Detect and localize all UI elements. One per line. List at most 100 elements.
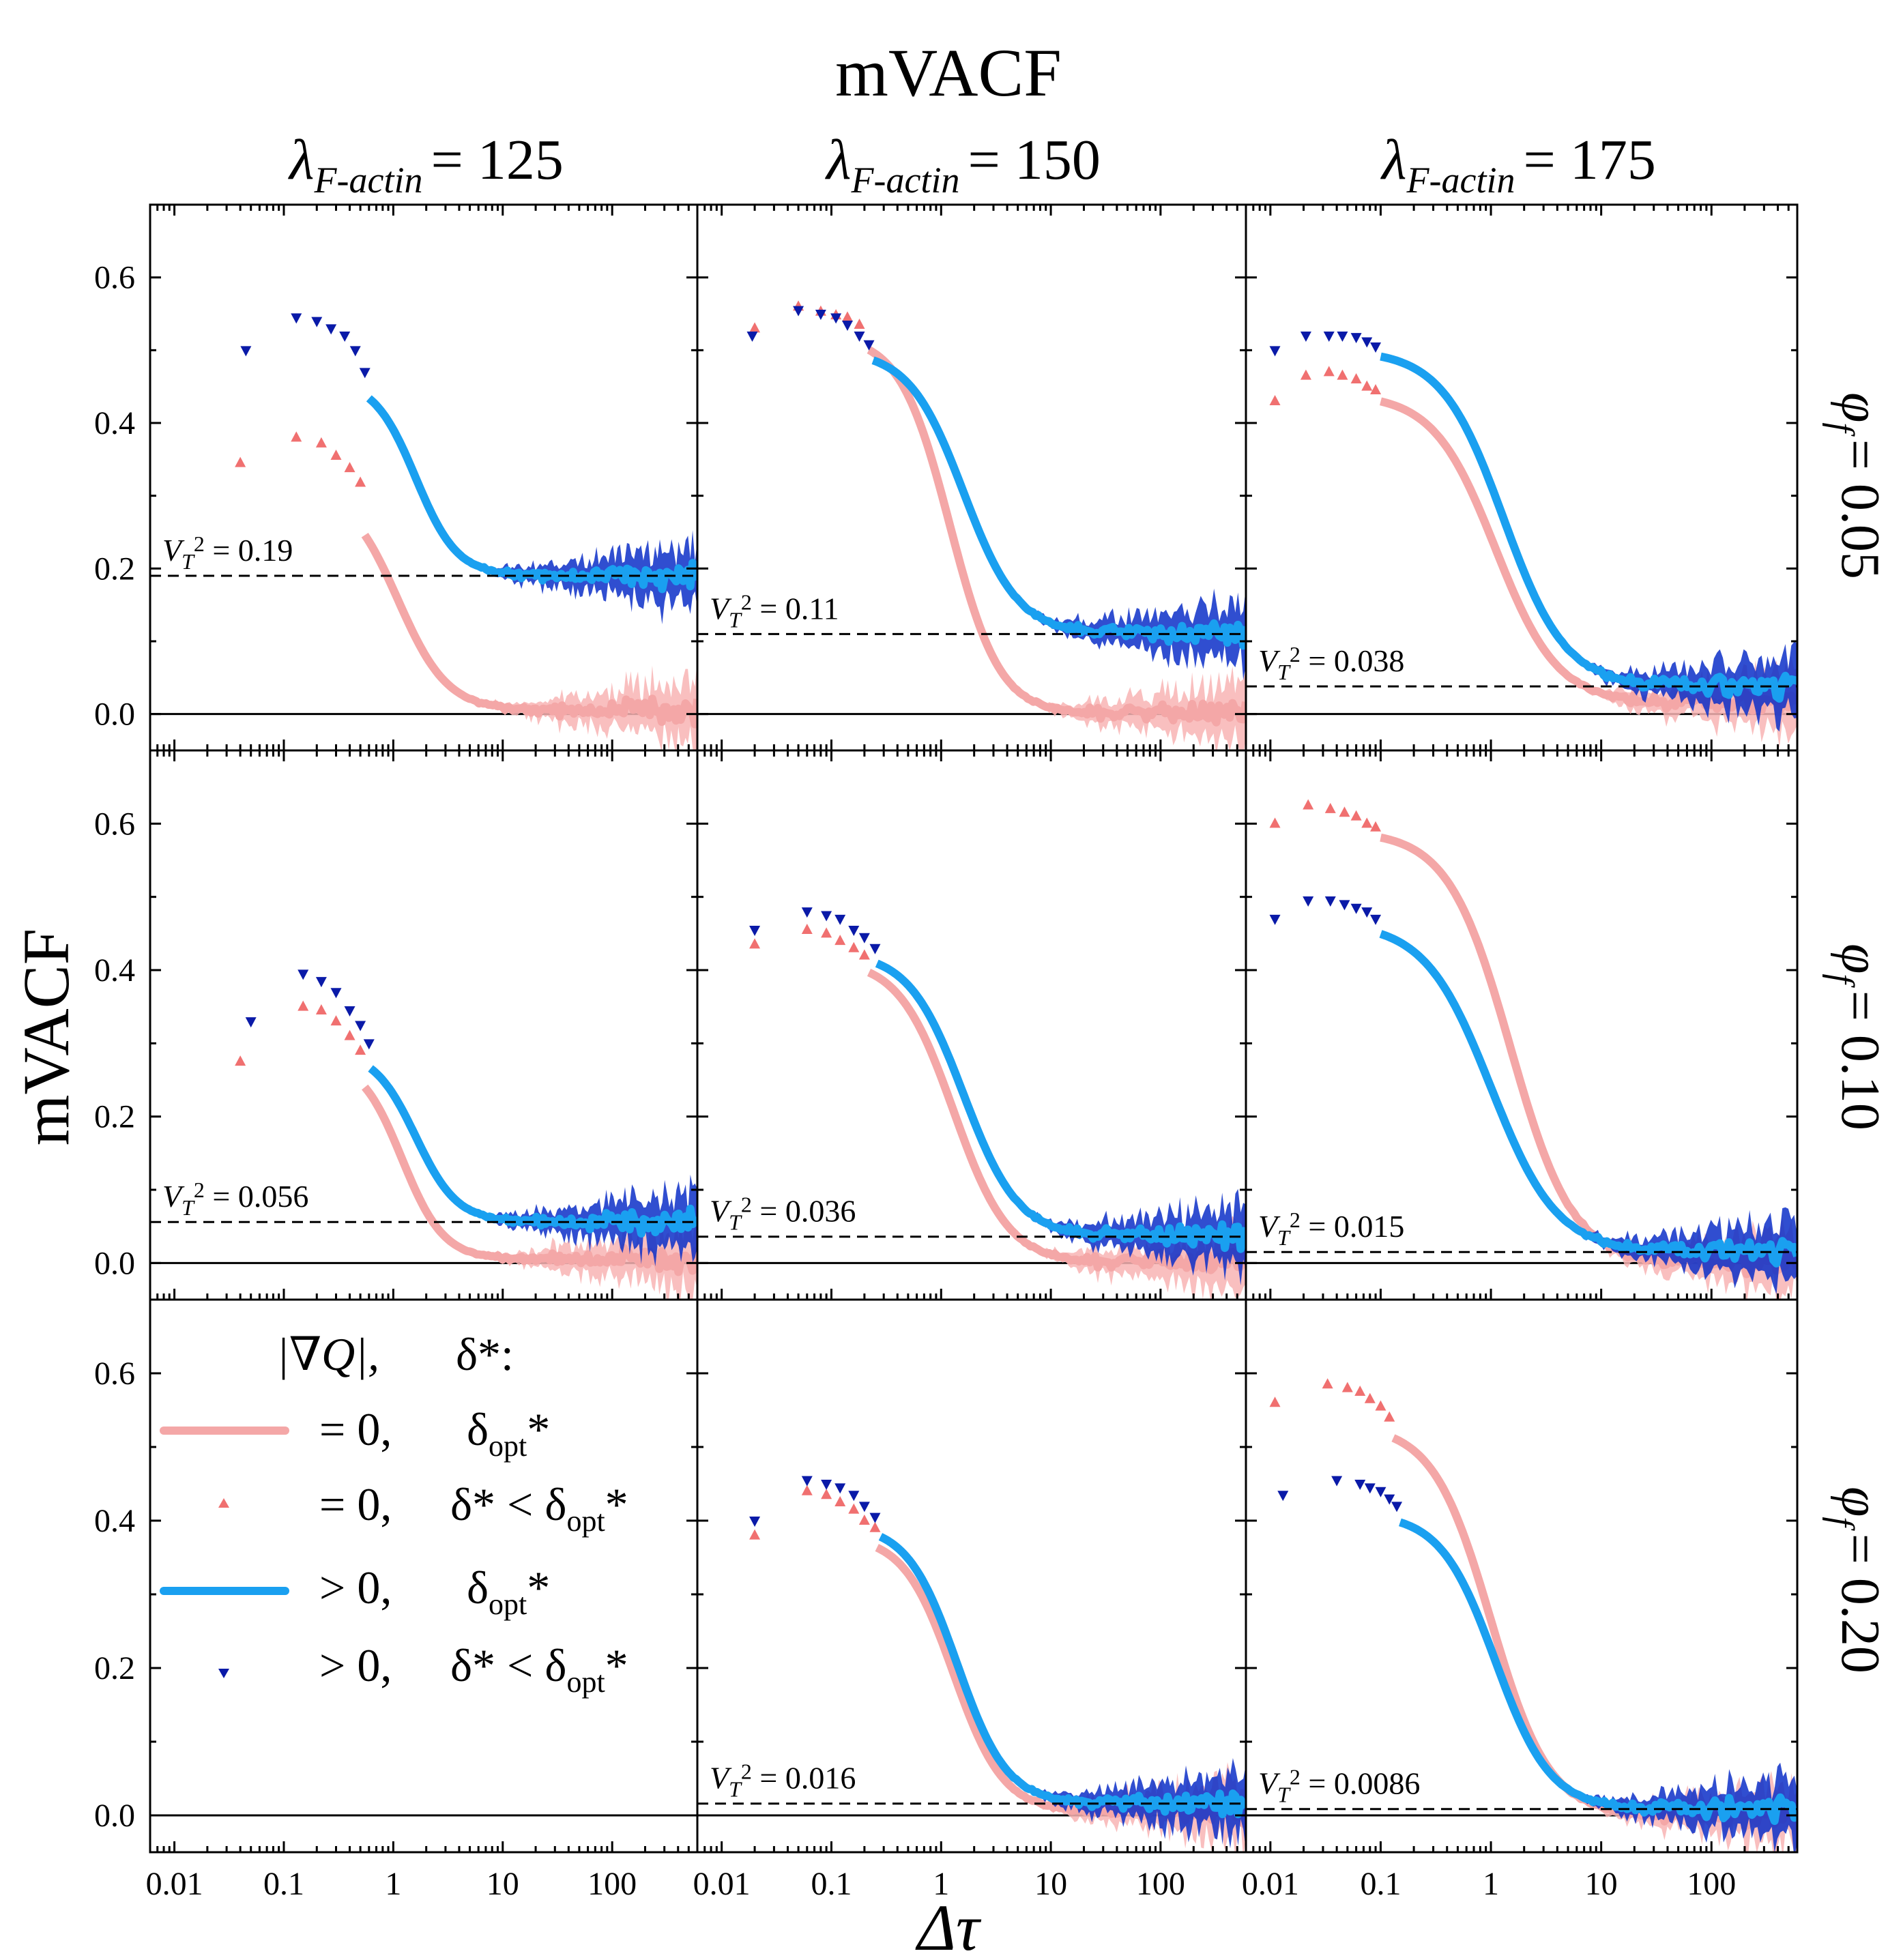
blue-marker [1364, 1483, 1376, 1494]
blue-marker [821, 1480, 832, 1490]
blue-marker [1361, 907, 1373, 918]
pink-marker [841, 311, 853, 322]
blue-marker [291, 313, 302, 324]
blue-series-line [366, 395, 697, 594]
pink-marker [315, 1004, 327, 1015]
blue-marker [801, 907, 813, 918]
blue-marker [1391, 1502, 1403, 1512]
blue-marker [311, 317, 323, 327]
pink-marker [1370, 821, 1382, 832]
pink-marker [801, 923, 813, 934]
vt2-label: VT2 = 0.038 [1258, 642, 1404, 684]
panel-frame [149, 1298, 699, 1854]
blue-marker [1269, 914, 1281, 925]
panel-r2-c2: VT2 = 0.036 [696, 749, 1247, 1301]
svg-text:λF-actin= 150: λF-actin = 150 [824, 128, 1101, 201]
blue-marker [240, 346, 252, 357]
blue-marker [746, 332, 758, 342]
blue-marker [858, 1502, 870, 1512]
pink-marker [1350, 373, 1362, 383]
pink-marker [235, 456, 246, 467]
x-tick-label: 1 [385, 1866, 401, 1902]
blue-marker [1384, 1494, 1395, 1505]
blue-marker [858, 933, 870, 944]
legend-header-gradq: |∇Q|, [276, 1328, 379, 1380]
pink-marker [1350, 810, 1362, 821]
panel-plot-area [697, 1476, 1246, 1852]
x-tick-label: 0.01 [693, 1866, 751, 1902]
blue-marker [869, 1512, 881, 1523]
row-label-2: φf= 0.10 [1822, 944, 1888, 1130]
pink-series-line [1379, 833, 1797, 1278]
panel-r2-c1: VT2 = 0.056 0.0 0.2 0.4 0.6 [94, 749, 699, 1301]
pink-marker [344, 1029, 355, 1040]
pink-series-band [364, 1087, 697, 1300]
pink-marker [330, 450, 342, 460]
y-axis-label: mVACF [10, 928, 83, 1145]
legend-cond-3: > 0, [319, 1562, 392, 1613]
pink-marker [834, 1496, 846, 1506]
blue-marker [1370, 914, 1382, 925]
blue-marker [1361, 337, 1373, 348]
panel-r3-c2: VT2 = 0.016 0.01 0.1 1 10 100 [693, 1298, 1247, 1902]
blue-marker [339, 332, 351, 342]
pink-marker [1303, 799, 1314, 810]
pink-marker [854, 319, 865, 329]
vt2-label: VT2 = 0.11 [710, 589, 839, 632]
pink-marker [315, 437, 327, 448]
y-tick-label: 0.2 [94, 1099, 135, 1135]
vt2-label: VT2 = 0.0086 [1258, 1765, 1420, 1807]
pink-marker [801, 1484, 813, 1495]
blue-marker [349, 346, 361, 357]
y-tick-label: 0.0 [94, 697, 135, 733]
blue-marker [1303, 896, 1314, 907]
svg-text:λF-actin= 175: λF-actin = 175 [1380, 128, 1656, 201]
pink-marker [1370, 384, 1382, 394]
pink-marker [1339, 806, 1350, 817]
blue-marker [869, 944, 881, 954]
legend-delta-1: δopt* [467, 1403, 550, 1463]
pink-series-line [362, 1084, 697, 1276]
pink-marker [821, 927, 832, 938]
column-label-3: λF-actin = 175 [1380, 128, 1656, 201]
panel-frame [149, 203, 699, 752]
pink-marker [344, 462, 355, 473]
blue-marker [830, 313, 842, 324]
blue-series-band [371, 1068, 697, 1267]
panels: VT2 = 0.19 0.0 0.2 0.4 0.6 VT2 = 0.11 VT2 = 0.… [94, 203, 1799, 1902]
blue-marker [1277, 1491, 1289, 1502]
pink-marker [749, 1529, 761, 1540]
blue-series-line [1379, 352, 1797, 703]
pink-marker [330, 1015, 342, 1026]
blue-marker [863, 340, 875, 351]
pink-marker [749, 938, 761, 949]
blue-marker [330, 988, 342, 999]
x-tick-label: 1 [1483, 1866, 1499, 1902]
legend-delta-4: δ* < δopt* [450, 1639, 628, 1699]
pink-marker [749, 322, 761, 333]
blue-marker [821, 911, 832, 922]
pink-series-line [867, 968, 1246, 1274]
panel-frame [1245, 1298, 1799, 1854]
blue-marker [1350, 903, 1362, 914]
pink-marker [858, 1515, 870, 1525]
y-tick-label: 0.4 [94, 405, 135, 441]
blue-marker [315, 977, 327, 988]
pink-marker [297, 1000, 309, 1011]
blue-marker [363, 1039, 375, 1050]
pink-marker [1361, 817, 1373, 828]
panel-r3-c1: 0.0 0.2 0.4 0.6 0.01 0.1 1 10 100 [94, 1298, 699, 1902]
blue-series-line [1399, 1518, 1797, 1826]
blue-marker [834, 914, 846, 925]
x-tick-label: 10 [486, 1866, 519, 1902]
blue-marker [854, 332, 865, 342]
x-tick-label: 0.1 [811, 1866, 852, 1902]
figure-title: mVACF [835, 35, 1062, 111]
panel-r2-c3: VT2 = 0.015 [1245, 749, 1799, 1301]
y-tick-label: 0.2 [94, 551, 135, 587]
pink-marker [1361, 380, 1373, 391]
y-tick-label: 0.6 [94, 806, 135, 842]
blue-marker [344, 1006, 355, 1017]
blue-series-line [368, 1065, 697, 1238]
blue-marker [841, 321, 853, 331]
